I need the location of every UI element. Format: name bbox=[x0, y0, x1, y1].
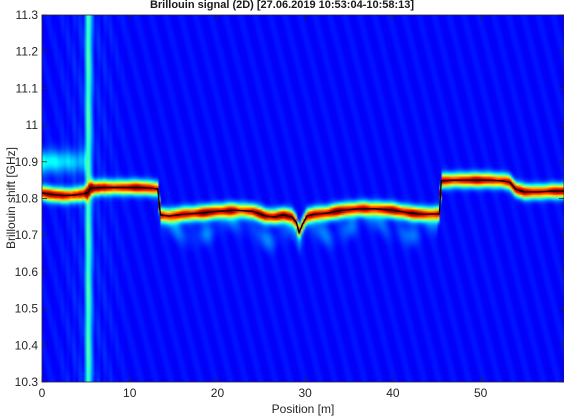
x-tick-label: 10 bbox=[123, 386, 137, 400]
chart-title: Brillouin signal (2D) [27.06.2019 10:53:… bbox=[149, 0, 415, 11]
y-tick-label: 10.6 bbox=[15, 265, 39, 279]
peak-shift-line bbox=[42, 179, 564, 235]
y-tick-label: 11 bbox=[26, 118, 39, 132]
y-tick-label: 10.3 bbox=[15, 375, 39, 389]
x-tick-label: 50 bbox=[474, 386, 488, 400]
y-tick-label: 10.4 bbox=[15, 338, 39, 352]
y-tick-label: 11.1 bbox=[16, 81, 39, 95]
x-tick-label: 0 bbox=[39, 386, 46, 400]
x-tick-label: 30 bbox=[299, 386, 313, 400]
y-tick-label: 11.2 bbox=[16, 45, 39, 59]
y-axis-label: Brillouin shift [GHz] bbox=[4, 146, 18, 250]
y-tick-label: 10.9 bbox=[15, 155, 39, 169]
y-tick-label: 10.5 bbox=[15, 302, 39, 316]
heatmap-image bbox=[42, 15, 564, 382]
x-tick-label: 40 bbox=[386, 386, 400, 400]
x-axis-label: Position [m] bbox=[271, 402, 335, 416]
y-tick-label: 10.7 bbox=[15, 228, 39, 242]
y-tick-label: 11.3 bbox=[16, 8, 39, 22]
x-tick-label: 20 bbox=[211, 386, 225, 400]
y-tick-label: 10.8 bbox=[15, 192, 39, 206]
